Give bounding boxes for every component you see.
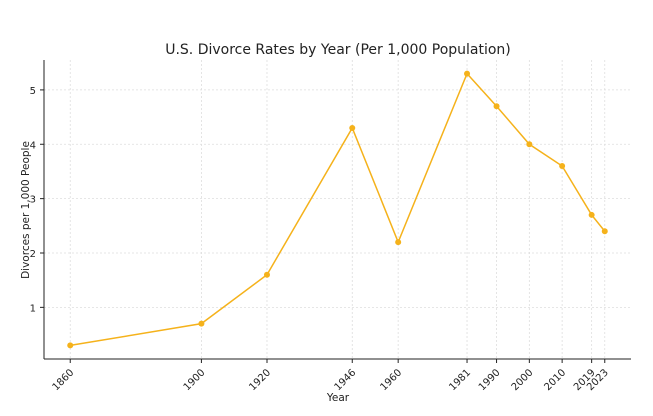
series-line: [70, 72, 606, 347]
x-tick-label: 1920: [247, 367, 273, 393]
x-tick-label: 1960: [379, 367, 405, 393]
data-point: [198, 320, 205, 327]
data-point: [67, 342, 74, 349]
x-tick-label: 1900: [182, 367, 208, 393]
chart-title: U.S. Divorce Rates by Year (Per 1,000 Po…: [165, 42, 511, 58]
x-tick-label: 1981: [447, 367, 473, 393]
x-tick-label: 1946: [333, 367, 359, 393]
data-point: [526, 141, 533, 148]
data-point: [559, 163, 566, 170]
y-tick-label: 2: [30, 249, 36, 260]
y-tick-label: 5: [30, 86, 36, 97]
x-tick-label: 1860: [51, 367, 77, 393]
data-point: [395, 239, 402, 246]
x-axis-label: Year: [326, 392, 350, 404]
data-point: [263, 271, 270, 278]
x-tick-label: 2000: [510, 367, 536, 393]
y-tick-label: 1: [30, 303, 36, 314]
y-axis-label: Divorces per 1,000 People: [20, 141, 32, 279]
data-point: [493, 103, 500, 110]
x-tick-label: 1990: [477, 367, 503, 393]
y-tick-label: 3: [30, 195, 36, 206]
x-tick-label: 2010: [542, 367, 568, 393]
y-tick-label: 4: [30, 140, 36, 151]
data-point: [349, 124, 356, 131]
data-point: [588, 211, 595, 218]
data-point: [464, 70, 471, 77]
data-point: [601, 228, 608, 235]
